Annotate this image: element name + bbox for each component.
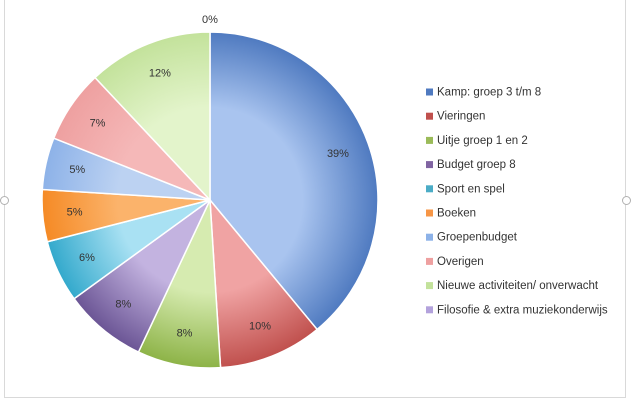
legend-swatch-5 — [426, 185, 433, 193]
legend-label-2: Vieringen — [437, 111, 485, 123]
legend-label-5: Sport en spel — [437, 183, 505, 195]
legend-swatch-3 — [426, 136, 433, 144]
legend-label-1: Kamp: groep 3 t/m 8 — [437, 87, 541, 99]
legend-label-9: Nieuwe activiteiten/ onverwacht — [437, 280, 599, 292]
legend-swatch-10 — [426, 306, 433, 314]
legend-label-7: Groepenbudget — [437, 232, 518, 244]
data-label-4: 8% — [115, 299, 131, 311]
legend-swatch-4 — [426, 161, 433, 169]
data-label-2: 10% — [249, 320, 271, 332]
resize-handle-right[interactable] — [622, 196, 631, 205]
legend-swatch-8 — [426, 257, 433, 265]
pie-slice-9[interactable] — [93, 31, 211, 202]
resize-handle-left[interactable] — [0, 196, 9, 205]
legend-swatch-1 — [426, 88, 433, 96]
legend-label-10: Filosofie & extra muziekonderwijs — [437, 304, 608, 316]
pie-slice-1[interactable] — [209, 31, 379, 331]
legend-swatch-9 — [426, 282, 433, 290]
data-label-7: 5% — [69, 164, 85, 176]
legend-swatch-6 — [426, 209, 433, 217]
legend-label-8: Overigen — [437, 256, 484, 268]
legend-swatch-7 — [426, 233, 433, 241]
legend-label-3: Uitje groep 1 en 2 — [437, 135, 528, 147]
legend-label-6: Boeken — [437, 208, 476, 220]
legend-swatch-2 — [426, 112, 433, 120]
legend-label-4: Budget groep 8 — [437, 159, 516, 171]
pie-slice-2[interactable] — [209, 197, 319, 369]
data-label-9: 12% — [149, 67, 171, 79]
data-label-8: 7% — [90, 117, 106, 129]
data-label-5: 6% — [79, 252, 95, 264]
data-label-6: 5% — [67, 207, 83, 219]
data-label-1: 39% — [327, 148, 349, 160]
data-label-3: 8% — [177, 327, 193, 339]
data-label-10: 0% — [202, 14, 218, 26]
